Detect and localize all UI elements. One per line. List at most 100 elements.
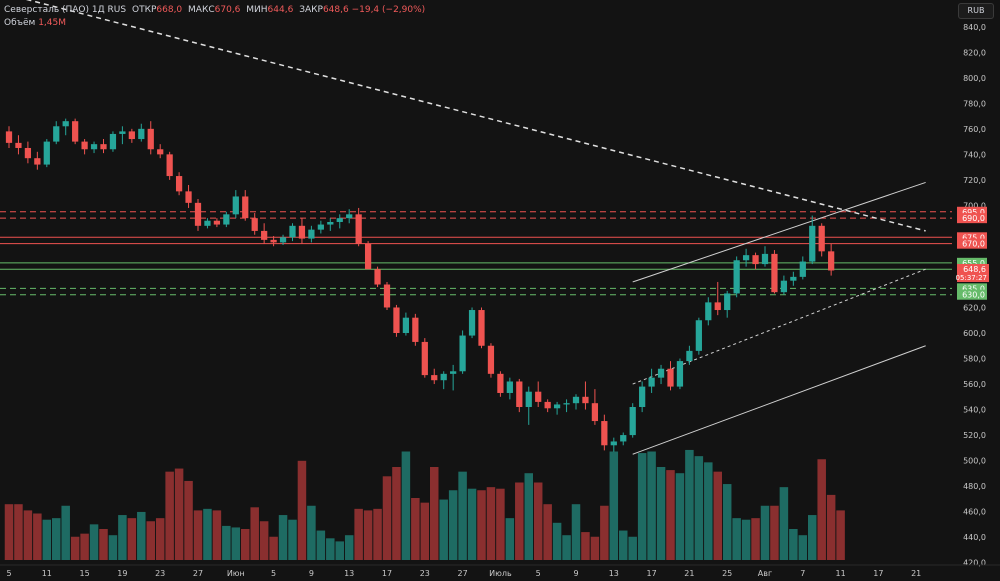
close-label: ЗАКР [299, 5, 323, 15]
candle-body [289, 225, 296, 238]
candle-body [459, 335, 466, 372]
candle-body [506, 381, 513, 393]
time-tick-label: Авг [758, 569, 772, 578]
time-tick-label: 17 [873, 569, 883, 578]
volume-bar [80, 533, 89, 560]
candle-body [620, 435, 627, 442]
time-tick-label: 11 [42, 569, 52, 578]
time-tick-label: 13 [609, 569, 619, 578]
candle-body [657, 368, 665, 378]
candle-body [138, 128, 145, 140]
level-tag-label: 675,0 [962, 233, 985, 242]
volume-bar [751, 518, 760, 560]
volume-bar [656, 467, 666, 560]
price-tick-label: 620,0 [963, 303, 986, 312]
time-tick-label: 17 [382, 569, 392, 578]
time-tick-label: 5 [271, 569, 276, 578]
candle-body [43, 141, 50, 165]
price-tick-label: 720,0 [963, 176, 986, 185]
price-tick-label: 600,0 [963, 329, 986, 338]
volume-bar [33, 513, 42, 560]
candle-body [261, 230, 268, 240]
candle-body [90, 144, 98, 150]
candle-body [639, 386, 646, 408]
symbol-title[interactable]: Северсталь (ПАО) [4, 5, 90, 15]
time-tick-label: 17 [647, 569, 657, 578]
candle-body [393, 307, 400, 333]
candle-body [686, 350, 693, 362]
volume-bar [259, 521, 269, 560]
volume-bar [637, 453, 647, 560]
volume-bar [458, 471, 467, 560]
volume-bar [789, 529, 798, 560]
volume-bar [42, 519, 52, 560]
candle-body [771, 253, 778, 293]
volume-bar [439, 499, 448, 560]
currency-button[interactable]: RUB [958, 3, 994, 19]
candle-body [544, 401, 551, 409]
legend-row-volume: Объём 1,45M [4, 17, 425, 30]
time-tick-label: 27 [458, 569, 468, 578]
volume-bar [61, 505, 70, 560]
level-tag [957, 289, 987, 300]
volume-bar [562, 535, 571, 560]
volume-bar [335, 541, 345, 560]
price-levels [0, 211, 952, 296]
candle-body [440, 373, 447, 381]
volume-bar [278, 515, 288, 560]
volume-bar [590, 536, 600, 560]
candle-body [553, 404, 561, 409]
candle-body [327, 221, 334, 225]
volume-bar [770, 505, 779, 560]
time-tick-label: Июль [489, 569, 512, 578]
candle-body [780, 280, 788, 293]
volume-bar [269, 536, 278, 560]
price-tick-label: 740,0 [963, 150, 986, 159]
volume-bar [193, 510, 203, 560]
candle-body [591, 403, 599, 422]
time-tick-label: 21 [911, 569, 921, 578]
candle-body [374, 269, 381, 285]
candle-body [194, 202, 202, 226]
candle-body [81, 141, 88, 150]
candle-body [128, 131, 135, 140]
price-tick-label: 820,0 [963, 48, 986, 57]
volume-bar [373, 508, 382, 560]
candle-body [355, 214, 362, 244]
candle-body [62, 121, 69, 127]
candle-body [705, 302, 712, 321]
price-tick-label: 760,0 [963, 125, 986, 134]
candle-body [242, 196, 249, 219]
candle-body [563, 403, 570, 405]
candle-body [742, 255, 750, 261]
volume-bar [363, 510, 373, 560]
price-tick-label: 480,0 [963, 482, 986, 491]
volume-bar [382, 476, 392, 560]
volume-bar [505, 518, 515, 560]
volume-bar [146, 521, 156, 560]
volume-bar [486, 487, 496, 560]
volume-bar [666, 470, 675, 560]
volume-bar [704, 462, 713, 560]
volume-bar [108, 535, 118, 560]
candle-body [223, 214, 230, 225]
level-tag-label: 670,0 [962, 240, 985, 249]
candle-body [166, 154, 173, 177]
volume-bar [647, 451, 656, 560]
volume-bar [581, 532, 590, 560]
interval-label[interactable]: 1Д [91, 5, 105, 15]
candle-body [676, 361, 684, 387]
level-tag-label: 690,0 [962, 214, 985, 223]
candle-body [525, 391, 532, 408]
candle-body [610, 441, 617, 446]
volume-bar [99, 529, 108, 560]
time-tick-label: 23 [420, 569, 430, 578]
volume-value: 1,45M [38, 18, 67, 28]
volume-bar [155, 518, 165, 560]
volume-bar [779, 487, 789, 560]
volume-bar [429, 467, 439, 560]
close-value: 648,6 [322, 5, 349, 15]
level-tag [957, 238, 987, 249]
candle-body [412, 317, 419, 342]
